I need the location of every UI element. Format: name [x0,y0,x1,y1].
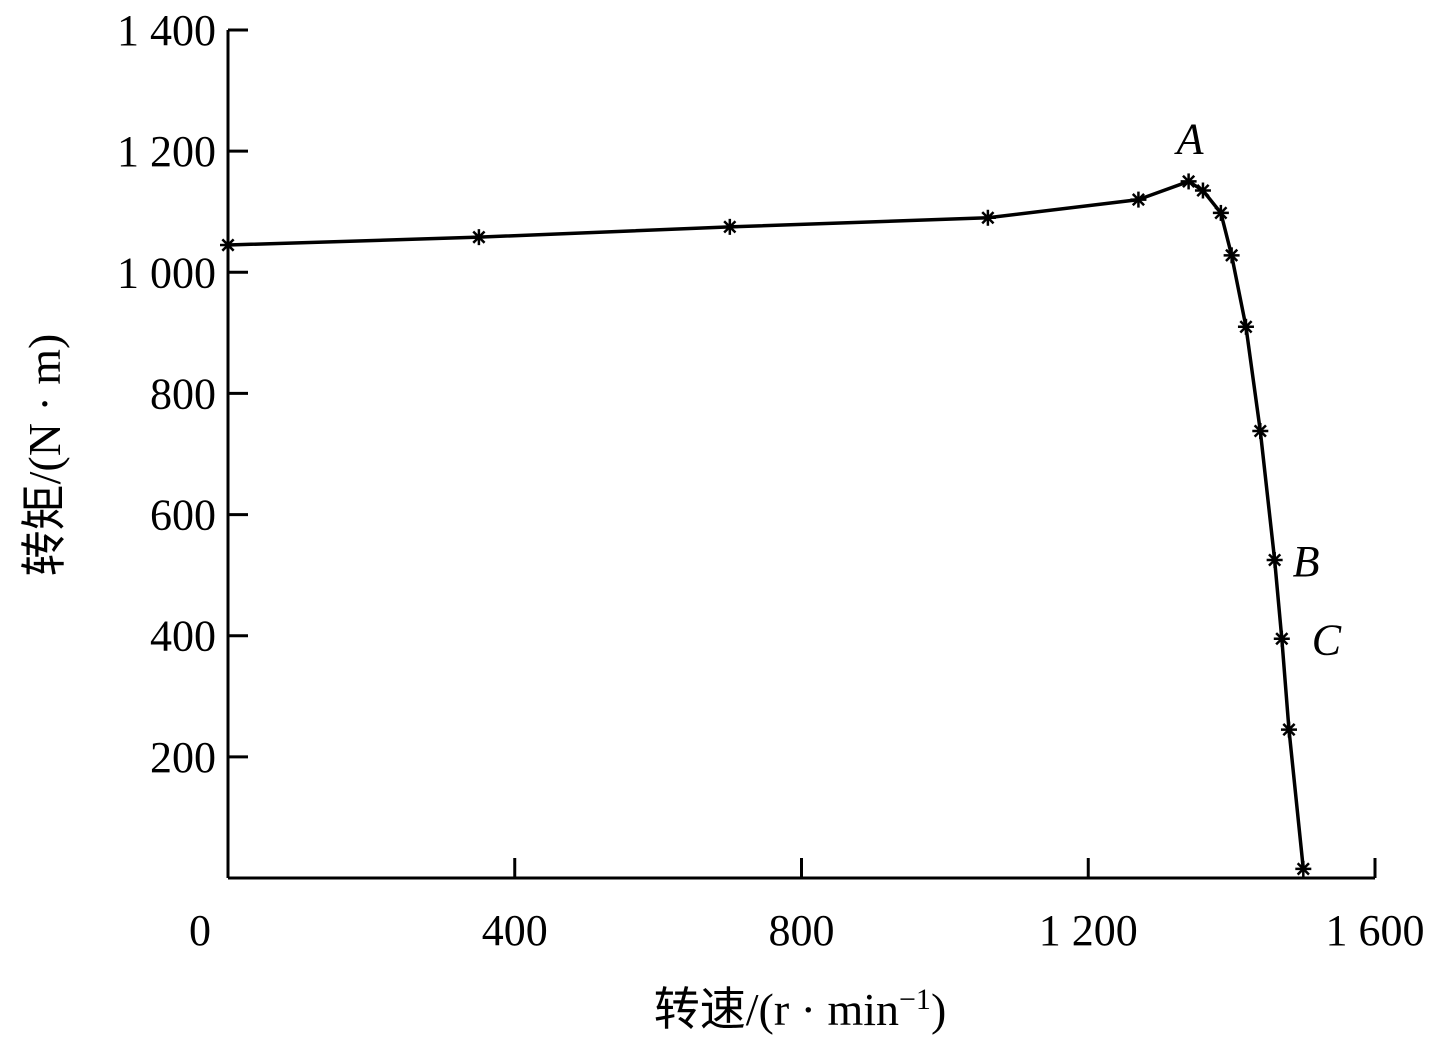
y-tick-label: 1 400 [117,6,216,55]
y-axis-title: 转矩/(N · m) [19,334,70,577]
data-point-marker [1273,630,1290,647]
x-tick-label: 800 [769,906,835,955]
data-point-marker [1280,721,1297,738]
y-tick-label: 800 [150,369,216,418]
y-tick-label: 1 000 [117,248,216,297]
point-label-b: B [1293,537,1320,586]
x-axis-title: 转速/(r · min−1) [654,983,947,1036]
data-point-marker [1252,422,1269,439]
point-label-c: C [1312,616,1342,665]
data-point-marker [1295,860,1312,877]
x-ticks: 0 400 800 1 200 1 600 [189,858,1425,955]
data-point-marker [979,209,996,226]
data-point-marker [1194,182,1211,199]
data-point-marker [1223,247,1240,264]
data-point-marker [1180,173,1197,190]
data-point-marker [470,229,487,246]
series-line [227,179,1306,870]
data-point-marker [1266,552,1283,568]
y-tick-label: 600 [150,491,216,540]
x-tick-label: 1 200 [1039,906,1138,955]
series-group [220,173,1312,877]
y-tick-label: 200 [150,733,216,782]
x-tick-label: 1 600 [1326,906,1425,955]
annotations: A BC [1174,114,1342,664]
x-axis-title-exponent: −1 [899,983,931,1016]
y-tick-label: 1 200 [117,127,216,176]
data-point-marker [1212,204,1229,221]
y-tick-label: 400 [150,612,216,661]
data-point-marker [220,237,236,254]
x-tick-label: 400 [482,906,548,955]
data-point-marker [1130,191,1147,208]
point-label-a: A [1174,114,1205,163]
data-point-marker [721,218,738,235]
y-ticks: 200 400 600 800 1 000 1 200 1 400 [117,6,248,782]
data-point-marker [1237,318,1254,335]
x-tick-label: 0 [189,906,211,955]
